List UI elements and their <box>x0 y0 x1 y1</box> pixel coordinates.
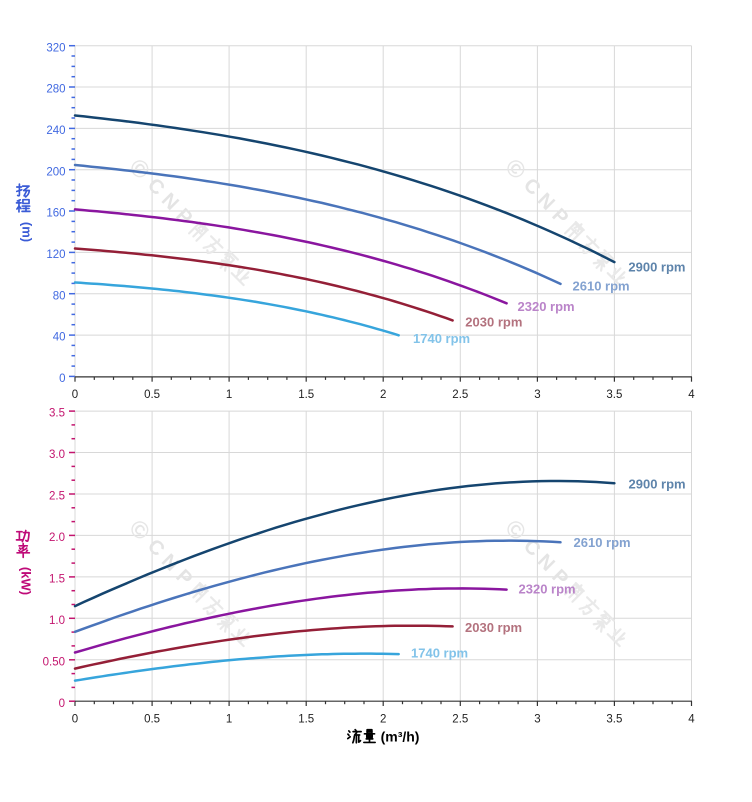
svg-text:320: 320 <box>46 42 65 54</box>
svg-text:3.0: 3.0 <box>49 449 65 461</box>
svg-text:2.5: 2.5 <box>452 389 468 401</box>
svg-text:2320 rpm: 2320 rpm <box>518 299 575 314</box>
svg-text:240: 240 <box>46 125 65 137</box>
svg-text:0.50: 0.50 <box>43 656 65 668</box>
svg-text:0: 0 <box>72 389 78 401</box>
svg-text:80: 80 <box>53 290 66 302</box>
svg-text:2610 rpm: 2610 rpm <box>574 535 631 550</box>
svg-text:200: 200 <box>46 166 65 178</box>
svg-text:1740 rpm: 1740 rpm <box>411 646 468 661</box>
svg-text:1.5: 1.5 <box>298 389 314 401</box>
svg-text:4: 4 <box>688 389 695 401</box>
svg-text:4: 4 <box>688 713 695 725</box>
svg-text:40: 40 <box>53 332 66 344</box>
svg-text:(kW): (kW) <box>19 567 34 595</box>
svg-text:280: 280 <box>46 84 65 96</box>
svg-text:2900 rpm: 2900 rpm <box>628 260 685 275</box>
svg-text:2320 rpm: 2320 rpm <box>519 582 576 597</box>
svg-text:2: 2 <box>380 389 386 401</box>
svg-text:1.5: 1.5 <box>49 574 65 586</box>
svg-text:0: 0 <box>72 713 78 725</box>
svg-text:2.0: 2.0 <box>49 532 65 544</box>
svg-text:120: 120 <box>46 249 65 261</box>
svg-text:1.5: 1.5 <box>298 713 314 725</box>
svg-text:2030 rpm: 2030 rpm <box>465 315 522 330</box>
svg-text:2610 rpm: 2610 rpm <box>573 279 630 294</box>
svg-text:2.5: 2.5 <box>49 491 65 503</box>
svg-text:(m): (m) <box>20 222 35 242</box>
svg-text:1.0: 1.0 <box>49 615 65 627</box>
svg-text:2: 2 <box>380 713 386 725</box>
svg-text:2900 rpm: 2900 rpm <box>629 477 686 492</box>
svg-text:3.5: 3.5 <box>49 408 65 420</box>
svg-text:0: 0 <box>59 698 65 710</box>
svg-text:3.5: 3.5 <box>606 389 622 401</box>
svg-text:160: 160 <box>46 208 65 220</box>
svg-text:(m³/h): (m³/h) <box>381 729 420 745</box>
svg-text:3: 3 <box>534 713 540 725</box>
svg-text:1740 rpm: 1740 rpm <box>413 331 470 346</box>
svg-text:2.5: 2.5 <box>452 713 468 725</box>
svg-text:0.5: 0.5 <box>144 389 160 401</box>
svg-text:1: 1 <box>226 713 232 725</box>
svg-text:3.5: 3.5 <box>606 713 622 725</box>
svg-text:1: 1 <box>226 389 232 401</box>
svg-text:2030 rpm: 2030 rpm <box>465 620 522 635</box>
svg-text:0: 0 <box>59 373 65 385</box>
svg-text:0.5: 0.5 <box>144 713 160 725</box>
svg-text:3: 3 <box>534 389 540 401</box>
